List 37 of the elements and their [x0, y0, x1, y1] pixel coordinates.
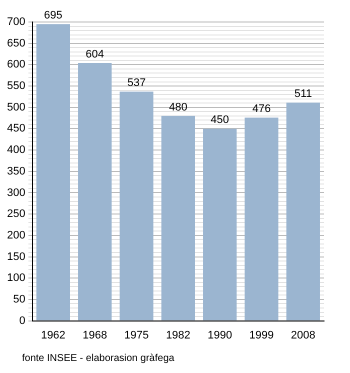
bar — [161, 116, 195, 320]
data-label: 480 — [168, 101, 188, 114]
data-label: 450 — [210, 114, 230, 126]
y-tick-label: 450 — [6, 122, 26, 135]
y-tick-label: 650 — [6, 37, 26, 50]
y-tick-label: 350 — [6, 165, 26, 178]
x-tick-label: 1990 — [208, 329, 232, 342]
source-note: fonte INSEE - elaborasion gràfega — [22, 353, 174, 364]
data-label: 476 — [252, 103, 271, 116]
y-tick-label: 400 — [6, 144, 26, 156]
y-tick-label: 300 — [6, 186, 26, 199]
data-label: 511 — [294, 88, 312, 100]
y-tick-label: 700 — [6, 16, 26, 28]
y-tick-label: 0 — [19, 314, 26, 327]
data-label: 695 — [44, 10, 62, 22]
x-tick-label: 1982 — [166, 329, 190, 342]
y-tick-label: 200 — [6, 229, 26, 242]
y-tick-label: 600 — [6, 58, 26, 71]
x-tick-label: 2008 — [290, 329, 316, 342]
x-tick-label: 1975 — [124, 329, 149, 342]
y-tick-label: 100 — [6, 272, 26, 284]
data-label: 537 — [127, 77, 146, 90]
y-tick-label: 50 — [13, 293, 26, 306]
data-label: 604 — [86, 48, 104, 61]
bar — [286, 102, 320, 320]
bar — [203, 128, 237, 320]
bar — [244, 118, 278, 320]
bar — [78, 62, 112, 320]
y-tick-label: 150 — [6, 250, 26, 263]
y-tick-label: 250 — [6, 208, 26, 220]
x-tick-label: 1962 — [40, 329, 66, 342]
y-tick-label: 500 — [6, 101, 26, 114]
x-tick-label: 1968 — [82, 329, 108, 342]
bar — [120, 92, 154, 320]
bar — [36, 24, 70, 320]
y-tick-label: 550 — [6, 80, 26, 92]
x-tick-label: 1999 — [249, 329, 274, 342]
